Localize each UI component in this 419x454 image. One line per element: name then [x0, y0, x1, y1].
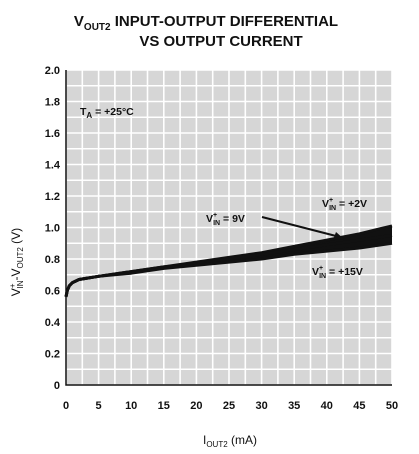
y-tick-label: 1.8 — [45, 97, 60, 109]
y-tick-label: 0.8 — [45, 254, 60, 266]
x-tick-label: 15 — [158, 400, 170, 412]
annotation-series-3: V+ IN = +15V — [312, 265, 363, 280]
annotation-arrowhead — [333, 232, 344, 240]
y-tick-label: 1.0 — [45, 223, 60, 235]
x-tick-label: 0 — [63, 400, 69, 412]
y-tick-label: 0 — [54, 380, 60, 392]
x-tick-label: 25 — [223, 400, 235, 412]
x-axis-label: IOUT2 (mA) — [203, 433, 257, 449]
chart-title-line1: VOUT2 INPUT-OUTPUT DIFFERENTIAL — [74, 13, 338, 33]
x-tick-label: 10 — [125, 400, 137, 412]
x-tick-label: 5 — [96, 400, 102, 412]
x-tick-label: 45 — [353, 400, 365, 412]
series-line-3 — [64, 241, 393, 298]
x-tick-label: 35 — [288, 400, 300, 412]
y-tick-label: 2.0 — [45, 65, 60, 77]
x-tick-label: 30 — [255, 400, 267, 412]
series-group — [64, 224, 393, 298]
annotation-series-2: V+ IN = 9V — [206, 212, 245, 227]
x-tick-label: 50 — [386, 400, 398, 412]
y-tick-label: 0.2 — [45, 349, 60, 361]
x-tick-label: 40 — [321, 400, 333, 412]
x-tick-label: 20 — [190, 400, 202, 412]
x-tick-labels: 0 5 10 15 20 25 30 35 40 45 50 — [63, 400, 398, 412]
axis-lines — [65, 70, 392, 386]
y-tick-label: 0.4 — [45, 317, 61, 329]
y-axis-label: V+IN-VOUT2 (V) — [8, 228, 25, 296]
y-tick-label: 1.2 — [45, 191, 60, 203]
y-tick-labels: 0 0.2 0.4 0.6 0.8 1.0 1.2 1.4 1.6 1.8 2.0 — [45, 65, 61, 392]
y-tick-label: 1.4 — [45, 160, 61, 172]
axes — [65, 70, 392, 386]
condition-label: TA = +25°C — [80, 106, 134, 120]
annotation-arrow — [261, 216, 337, 237]
annotation-series-1: V+ IN = +2V — [322, 197, 367, 212]
y-tick-label: 1.6 — [45, 128, 60, 140]
y-tick-label: 0.6 — [45, 286, 60, 298]
chart-title-line2: VS OUTPUT CURRENT — [139, 33, 302, 50]
